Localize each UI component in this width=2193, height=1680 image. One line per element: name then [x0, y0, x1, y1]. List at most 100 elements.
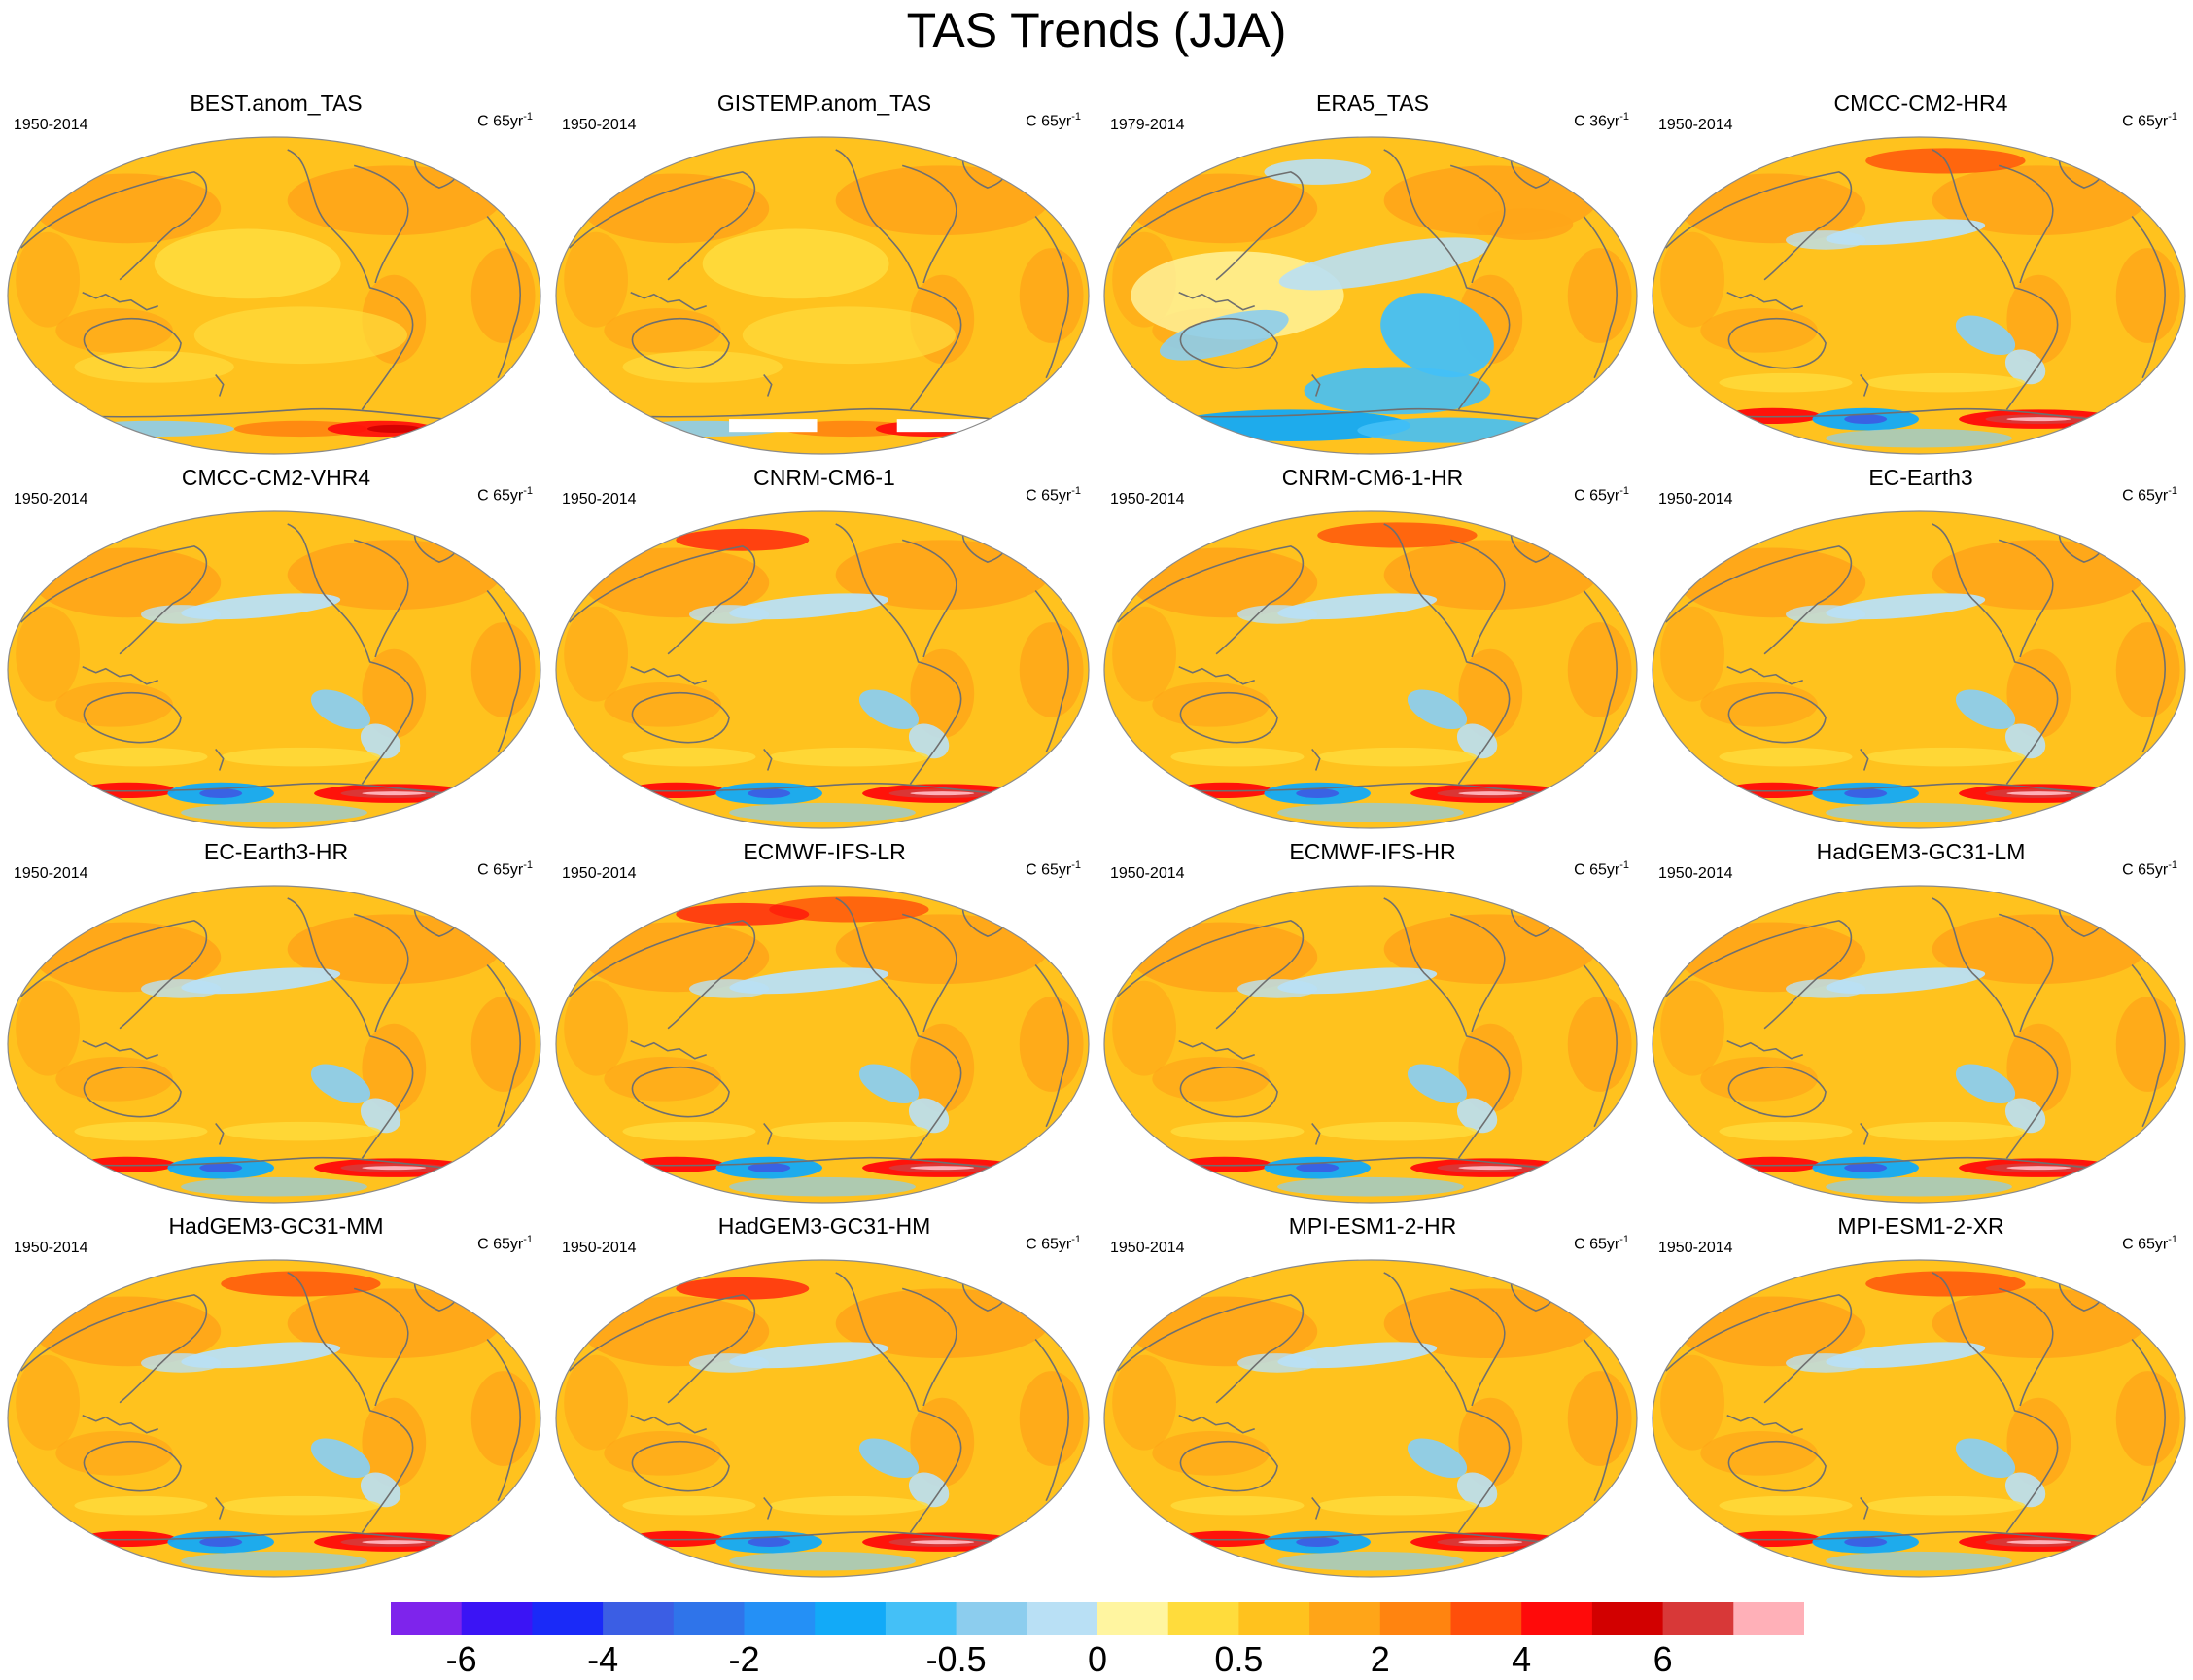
panel-units-exponent: -1 — [1619, 485, 1629, 497]
robinson-map — [7, 136, 541, 455]
map-border — [7, 136, 541, 455]
colorbar-swatch — [1309, 1602, 1381, 1635]
panel-title: CMCC-CM2-HR4 — [1833, 90, 2008, 116]
map-border — [1103, 136, 1638, 455]
colorbar-swatch — [532, 1602, 604, 1635]
map-border — [7, 510, 541, 829]
panel-title: MPI-ESM1-2-HR — [1288, 1213, 1457, 1239]
panel-units: C 65yr-1 — [1026, 859, 1081, 879]
panel-units-text: C 65yr — [477, 1236, 524, 1253]
panel-period: 1950-2014 — [14, 117, 88, 133]
panel-units-text: C 65yr — [2122, 113, 2169, 130]
colorbar-swatch — [603, 1602, 675, 1635]
map-border — [555, 510, 1090, 829]
robinson-map — [7, 885, 541, 1204]
panel-units: C 65yr-1 — [477, 485, 533, 505]
panel-units-text: C 65yr — [1026, 487, 1072, 505]
colorbar-tick-label: 6 — [1653, 1639, 1673, 1679]
robinson-map — [555, 136, 1090, 455]
panel-units-text: C 65yr — [2122, 487, 2169, 505]
panel-title: MPI-ESM1-2-XR — [1837, 1213, 2004, 1239]
panel-period: 1950-2014 — [1658, 491, 1733, 508]
map-border — [7, 1259, 541, 1578]
colorbar-swatch — [1591, 1602, 1664, 1635]
colorbar-swatch — [744, 1602, 816, 1635]
map-border — [1652, 885, 2186, 1204]
map-panel: CMCC-CM2-VHR4 1950-2014 C 65yr-1 — [4, 464, 548, 829]
colorbar-swatch — [1662, 1602, 1734, 1635]
panel-period: 1950-2014 — [14, 491, 88, 508]
map-panel: CNRM-CM6-1-HR 1950-2014 C 65yr-1 — [1100, 464, 1645, 829]
robinson-map — [7, 510, 541, 829]
panel-period: 1950-2014 — [14, 1240, 88, 1256]
panel-units: C 65yr-1 — [1026, 485, 1081, 505]
panel-units-text: C 65yr — [1026, 1236, 1072, 1253]
panel-units: C 65yr-1 — [2122, 1234, 2177, 1253]
panel-units-exponent: -1 — [523, 485, 533, 497]
panel-period: 1950-2014 — [1110, 1240, 1185, 1256]
colorbar-swatch — [885, 1602, 957, 1635]
panel-title: ERA5_TAS — [1316, 90, 1429, 116]
panel-units-exponent: -1 — [1071, 111, 1081, 122]
figure-title: TAS Trends (JJA) — [906, 3, 1287, 57]
colorbar-swatch — [391, 1602, 463, 1635]
panel-units-text: C 65yr — [2122, 861, 2169, 879]
panel-units-exponent: -1 — [2168, 1234, 2177, 1245]
panel-units-text: C 65yr — [477, 113, 524, 130]
colorbar-swatch — [673, 1602, 745, 1635]
panel-units: C 65yr-1 — [1026, 111, 1081, 130]
colorbar-swatch — [1097, 1602, 1169, 1635]
colorbar-swatch — [1167, 1602, 1239, 1635]
panel-units: C 65yr-1 — [477, 111, 533, 130]
panel-units-text: C 65yr — [2122, 1236, 2169, 1253]
panel-title: ECMWF-IFS-HR — [1289, 839, 1456, 864]
panel-title: EC-Earth3 — [1868, 465, 1973, 490]
colorbar-tick-label: 4 — [1512, 1639, 1532, 1679]
panel-title: CMCC-CM2-VHR4 — [181, 465, 371, 490]
panel-title: CNRM-CM6-1-HR — [1281, 465, 1464, 490]
panel-period: 1950-2014 — [14, 865, 88, 882]
colorbar-swatch — [815, 1602, 887, 1635]
panel-units: C 36yr-1 — [1574, 111, 1629, 130]
colorbar-tick-labels: -6 -4 -2 -0.5 0 0.5 2 4 6 — [391, 1635, 1804, 1680]
robinson-map — [1652, 510, 2186, 829]
robinson-map — [1652, 885, 2186, 1204]
colorbar-tick-label: -0.5 — [925, 1639, 987, 1679]
robinson-map — [7, 1259, 541, 1578]
robinson-map — [1652, 136, 2186, 455]
panel-title: BEST.anom_TAS — [190, 90, 363, 116]
panel-period: 1950-2014 — [562, 1240, 637, 1256]
colorbar-swatch — [1238, 1602, 1310, 1635]
robinson-map — [1103, 885, 1638, 1204]
robinson-map — [555, 510, 1090, 829]
panel-units: C 65yr-1 — [1574, 485, 1629, 505]
panel-units-text: C 65yr — [1574, 861, 1620, 879]
map-panel: ECMWF-IFS-LR 1950-2014 C 65yr-1 — [552, 838, 1096, 1204]
panel-units: C 65yr-1 — [1574, 1234, 1629, 1253]
robinson-map — [1103, 510, 1638, 829]
map-border — [555, 136, 1090, 455]
colorbar-tick-label: -6 — [445, 1639, 477, 1679]
panel-units-text: C 65yr — [1574, 487, 1620, 505]
panel-period: 1950-2014 — [562, 117, 637, 133]
map-panel: GISTEMP.anom_TAS 1950-2014 C 65yr-1 — [552, 89, 1096, 455]
robinson-map — [1103, 136, 1638, 455]
map-panel: HadGEM3-GC31-LM 1950-2014 C 65yr-1 — [1649, 838, 2193, 1204]
map-border — [1103, 885, 1638, 1204]
colorbar-swatch — [1027, 1602, 1098, 1635]
panel-units-exponent: -1 — [1619, 859, 1629, 871]
colorbar-swatch — [1379, 1602, 1451, 1635]
panel-period: 1950-2014 — [1110, 865, 1185, 882]
robinson-map — [555, 1259, 1090, 1578]
panel-units-exponent: -1 — [1071, 1234, 1081, 1245]
map-panel: HadGEM3-GC31-MM 1950-2014 C 65yr-1 — [4, 1212, 548, 1578]
colorbar-swatch — [1733, 1602, 1804, 1635]
panel-period: 1950-2014 — [1110, 491, 1185, 508]
map-panel: MPI-ESM1-2-XR 1950-2014 C 65yr-1 — [1649, 1212, 2193, 1578]
panel-title: HadGEM3-GC31-LM — [1816, 839, 2026, 864]
colorbar-tick-label: 2 — [1370, 1639, 1390, 1679]
panel-units-exponent: -1 — [2168, 859, 2177, 871]
map-border — [1652, 510, 2186, 829]
colorbar-swatch — [461, 1602, 533, 1635]
panel-units-text: C 65yr — [1026, 113, 1072, 130]
